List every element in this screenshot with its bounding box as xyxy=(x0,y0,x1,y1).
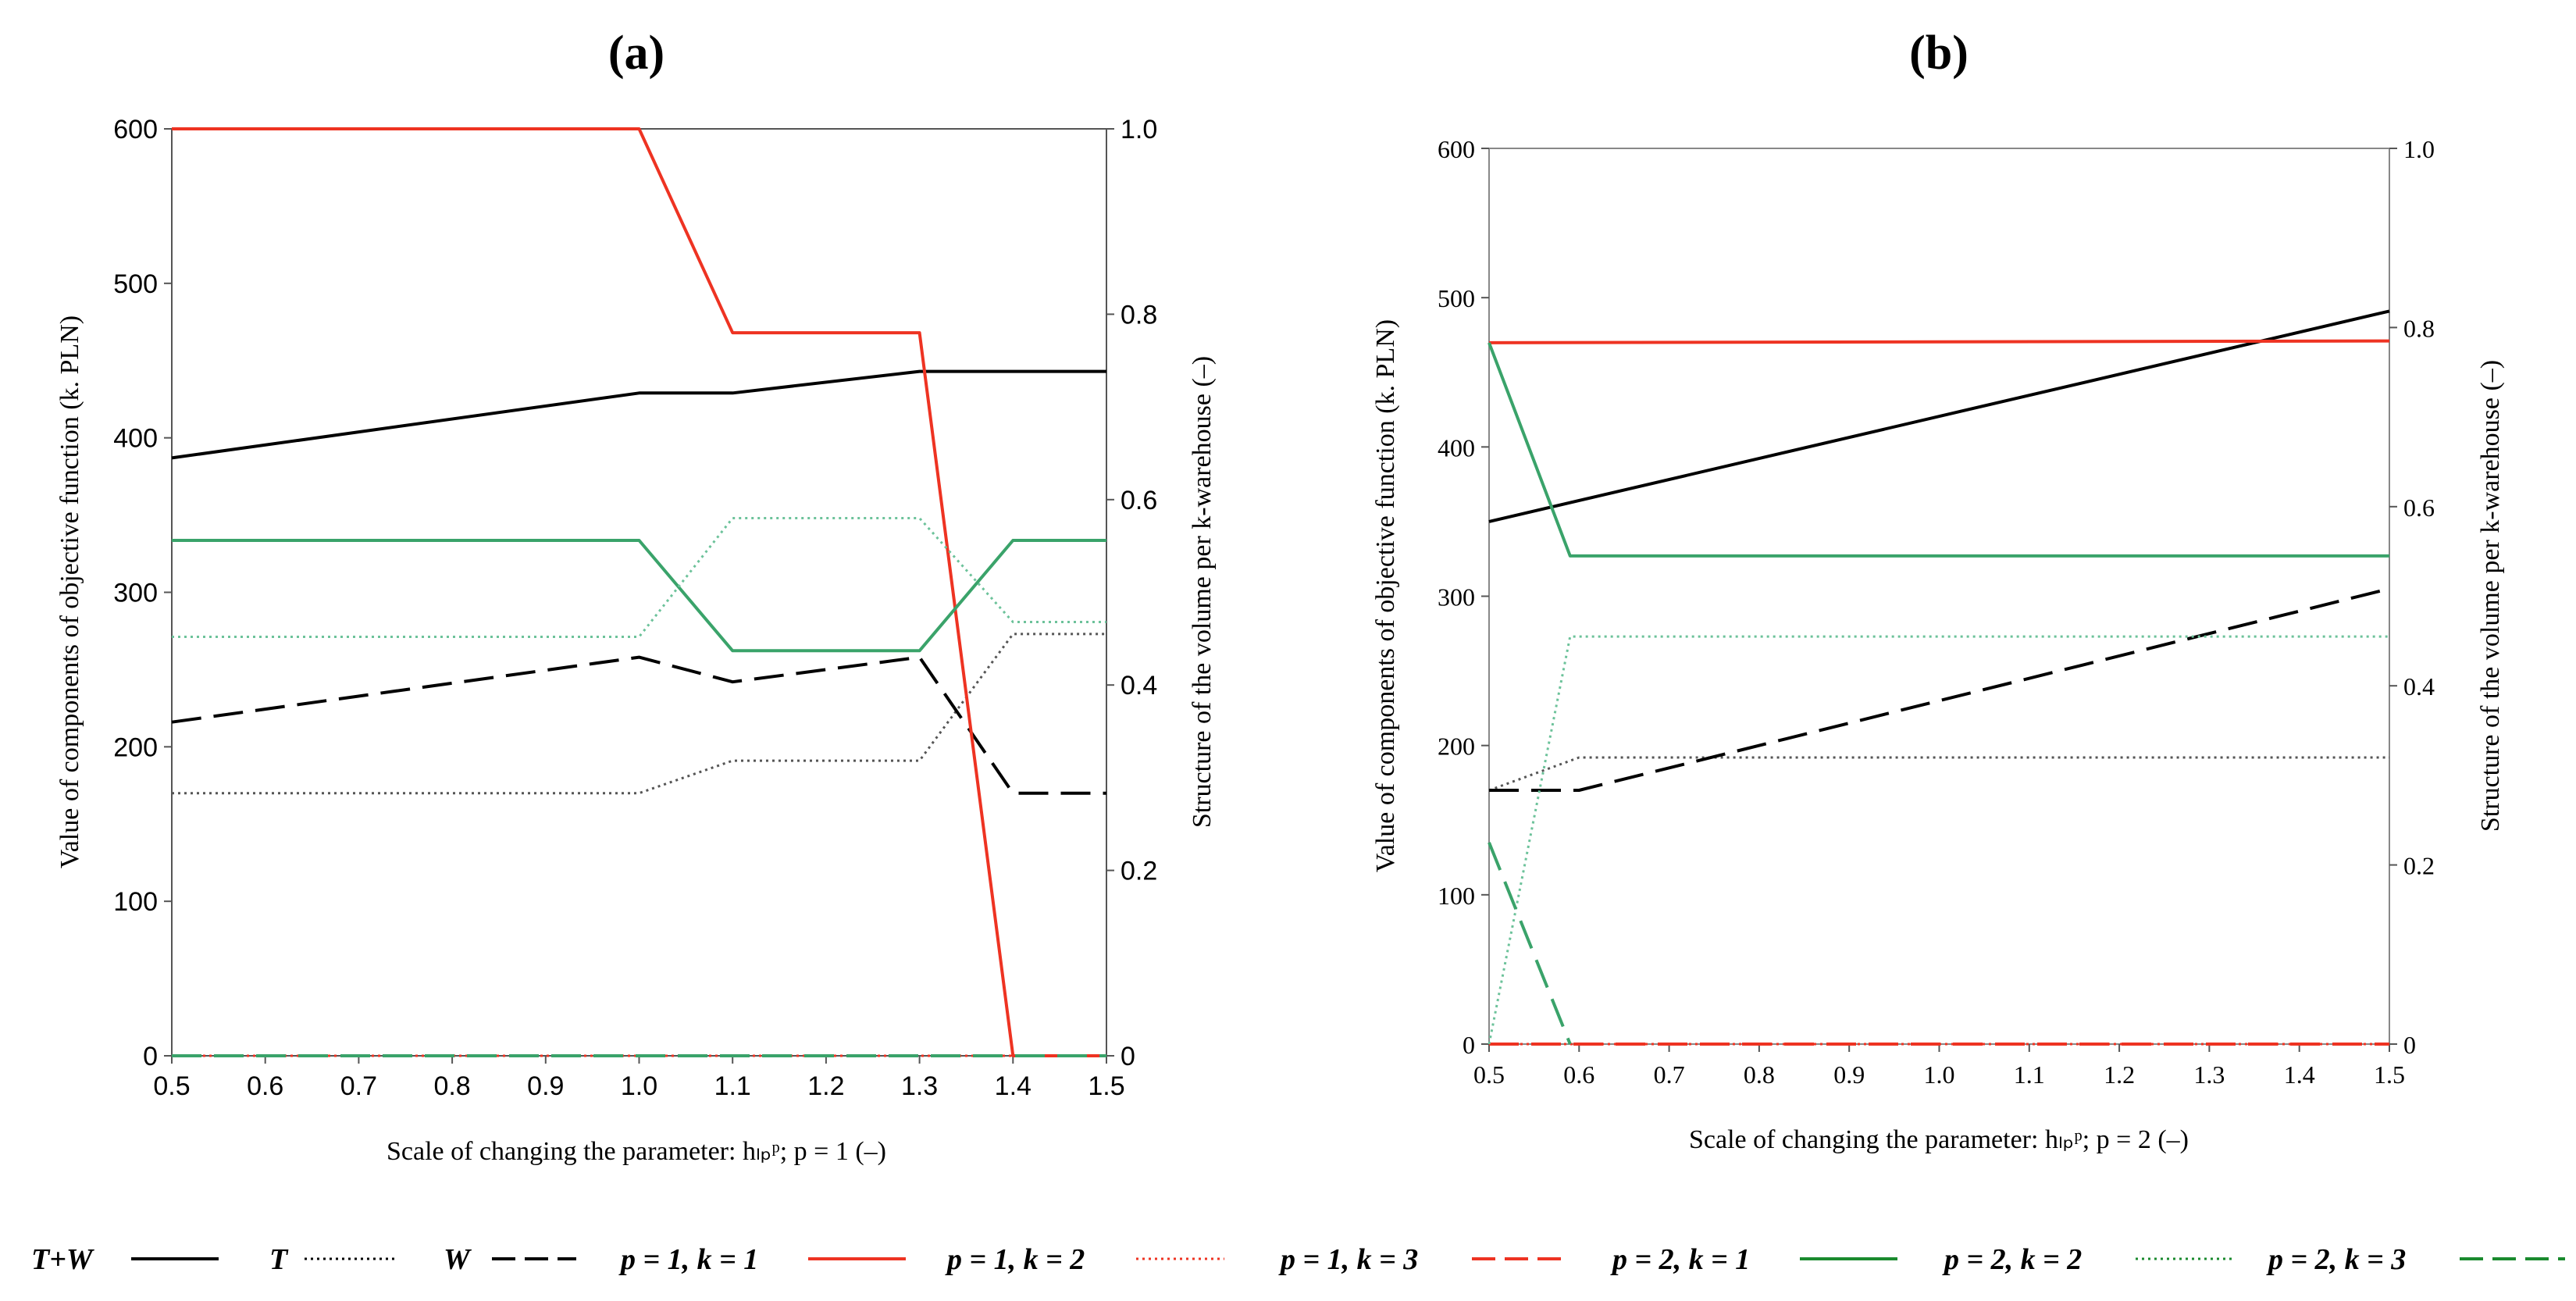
series-line-w xyxy=(1489,586,2390,792)
x-tick-label: 0.6 xyxy=(247,1071,283,1101)
panel-a-y-ticks: 0 100 200 300 400 500 600 xyxy=(113,115,172,1071)
y-tick-label: 400 xyxy=(113,424,158,454)
series-line-p-1-k-1 xyxy=(1488,339,2390,344)
y-tick-label: 600 xyxy=(113,115,158,144)
legend-label-p-2-k-2: p = 2, k = 2 xyxy=(1942,1243,2082,1276)
series-line-p-2-k-3 xyxy=(1488,842,1572,1045)
y-tick-label: 400 xyxy=(1438,433,1475,462)
x-tick-label: 0.5 xyxy=(1473,1060,1505,1089)
x-tick-label: 1.4 xyxy=(995,1071,1031,1101)
panel-b-series xyxy=(1488,309,2390,1046)
panel-a-x-axis-title: Scale of changing the parameter: hₗₚᵖ; p… xyxy=(387,1137,886,1166)
y-tick-label: 0 xyxy=(143,1042,158,1071)
x-tick-label: 1.3 xyxy=(2193,1060,2225,1089)
x-tick-label: 1.5 xyxy=(2374,1060,2405,1089)
y-tick-label: 100 xyxy=(1438,882,1475,910)
y-tick-label: 300 xyxy=(1438,583,1475,611)
y-tick-label: 0 xyxy=(1463,1031,1475,1059)
series-line-t-w xyxy=(1488,309,2390,523)
x-tick-label: 0.6 xyxy=(1563,1060,1594,1089)
panel-a-label: (a) xyxy=(608,27,664,80)
panel-a: (a) 0.5 0.6 0.7 0.8 0.9 1.0 1.1 1.2 1.3 1.4 1.5 0 1… xyxy=(55,27,1217,1166)
panel-b-x-axis-title: Scale of changing the parameter: hₗₚᵖ; p… xyxy=(1689,1125,2189,1154)
y-tick-label: 200 xyxy=(113,732,158,762)
series-line-t xyxy=(1488,756,2389,792)
y2-tick-label: 0.6 xyxy=(1121,486,1157,515)
x-tick-label: 1.4 xyxy=(2284,1060,2315,1089)
legend-label-p-1-k-1: p = 1, k = 1 xyxy=(618,1243,758,1276)
x-tick-label: 1.3 xyxy=(901,1071,938,1101)
x-tick-label: 0.5 xyxy=(153,1071,190,1101)
y2-tick-label: 0.8 xyxy=(1121,300,1157,330)
series-line-p-2-k-1 xyxy=(1488,342,2389,558)
panel-a-y2-ticks: 0 0.2 0.4 0.6 0.8 1.0 xyxy=(1106,115,1157,1071)
y-tick-label: 100 xyxy=(113,887,158,917)
series-line-t xyxy=(172,633,1106,795)
panel-b-y-axis-title: Value of components of objective functio… xyxy=(1371,319,1400,872)
y-tick-label: 500 xyxy=(113,269,158,299)
legend-label-w: W xyxy=(444,1243,472,1276)
x-tick-label: 1.2 xyxy=(807,1071,844,1101)
x-tick-label: 1.0 xyxy=(621,1071,657,1101)
panel-b-y2-ticks: 0 0.2 0.4 0.6 0.8 1.0 xyxy=(2389,135,2435,1059)
panel-a-y-axis-title: Value of components of objective functio… xyxy=(55,315,84,868)
y2-tick-label: 0 xyxy=(1121,1042,1135,1071)
y2-tick-label: 0.2 xyxy=(2403,852,2435,880)
series-line-p-1-k-1 xyxy=(172,127,1106,1057)
y2-tick-label: 1.0 xyxy=(2403,135,2435,163)
x-tick-label: 1.1 xyxy=(714,1071,751,1101)
x-tick-label: 1.2 xyxy=(2104,1060,2135,1089)
legend-label-t-w: T+W xyxy=(31,1243,95,1276)
panel-b-x-ticks: 0.5 0.6 0.7 0.8 0.9 1.0 1.1 1.2 1.3 1.4 1.5 xyxy=(1473,1044,2405,1089)
panel-b: (b) 0.5 0.6 0.7 0.8 0.9 1.0 1.1 1.2 1.3 1.4 1.5 0 1… xyxy=(1371,27,2505,1154)
series-line-p-2-k-2 xyxy=(172,517,1106,638)
legend-label-p-1-k-3: p = 1, k = 3 xyxy=(1278,1243,1418,1276)
panel-a-plot-frame xyxy=(171,128,1107,1057)
panel-a-series xyxy=(171,127,1106,1057)
panel-a-y2-axis-title: Structure of the volume per k-warehouse … xyxy=(1188,356,1217,828)
legend-label-p-2-k-1: p = 2, k = 1 xyxy=(1610,1243,1750,1276)
x-tick-label: 1.0 xyxy=(1924,1060,1955,1089)
x-tick-label: 0.8 xyxy=(433,1071,470,1101)
panel-b-plot-frame xyxy=(1488,148,2390,1045)
y2-tick-label: 1.0 xyxy=(1121,115,1157,144)
panel-b-y2-axis-title: Structure of the volume per k-warehouse … xyxy=(2476,360,2505,832)
x-tick-label: 0.9 xyxy=(527,1071,564,1101)
y2-tick-label: 0.2 xyxy=(1121,857,1157,886)
x-tick-label: 1.5 xyxy=(1088,1071,1124,1101)
y2-tick-label: 0.6 xyxy=(2403,494,2435,522)
y2-tick-label: 0.8 xyxy=(2403,314,2435,342)
x-tick-label: 1.1 xyxy=(2014,1060,2045,1089)
x-tick-label: 0.8 xyxy=(1744,1060,1775,1089)
y-tick-label: 200 xyxy=(1438,732,1475,761)
y-tick-label: 300 xyxy=(113,579,158,608)
legend-label-p-1-k-2: p = 1, k = 2 xyxy=(945,1243,1085,1276)
legend-label-t: T xyxy=(269,1243,289,1276)
legend-label-p-2-k-3: p = 2, k = 3 xyxy=(2266,1243,2406,1276)
series-line-w xyxy=(171,655,1106,795)
panel-b-y-ticks: 0 100 200 300 400 500 600 xyxy=(1438,135,1489,1059)
y2-tick-label: 0.4 xyxy=(1121,671,1157,700)
series-line-t-w xyxy=(171,369,1106,460)
y2-tick-label: 0.4 xyxy=(2403,672,2435,700)
x-tick-label: 0.9 xyxy=(1833,1060,1865,1089)
y-tick-label: 600 xyxy=(1438,135,1475,163)
panel-a-x-ticks: 0.5 0.6 0.7 0.8 0.9 1.0 1.1 1.2 1.3 1.4 1.5 xyxy=(153,1056,1125,1101)
panel-b-label: (b) xyxy=(1909,27,1969,80)
series-line-p-2-k-2 xyxy=(1488,635,2389,1045)
x-tick-label: 0.7 xyxy=(1654,1060,1685,1089)
y2-tick-label: 0 xyxy=(2403,1031,2416,1059)
x-tick-label: 0.7 xyxy=(340,1071,377,1101)
series-line-p-2-k-1 xyxy=(172,539,1106,653)
y-tick-label: 500 xyxy=(1438,284,1475,312)
